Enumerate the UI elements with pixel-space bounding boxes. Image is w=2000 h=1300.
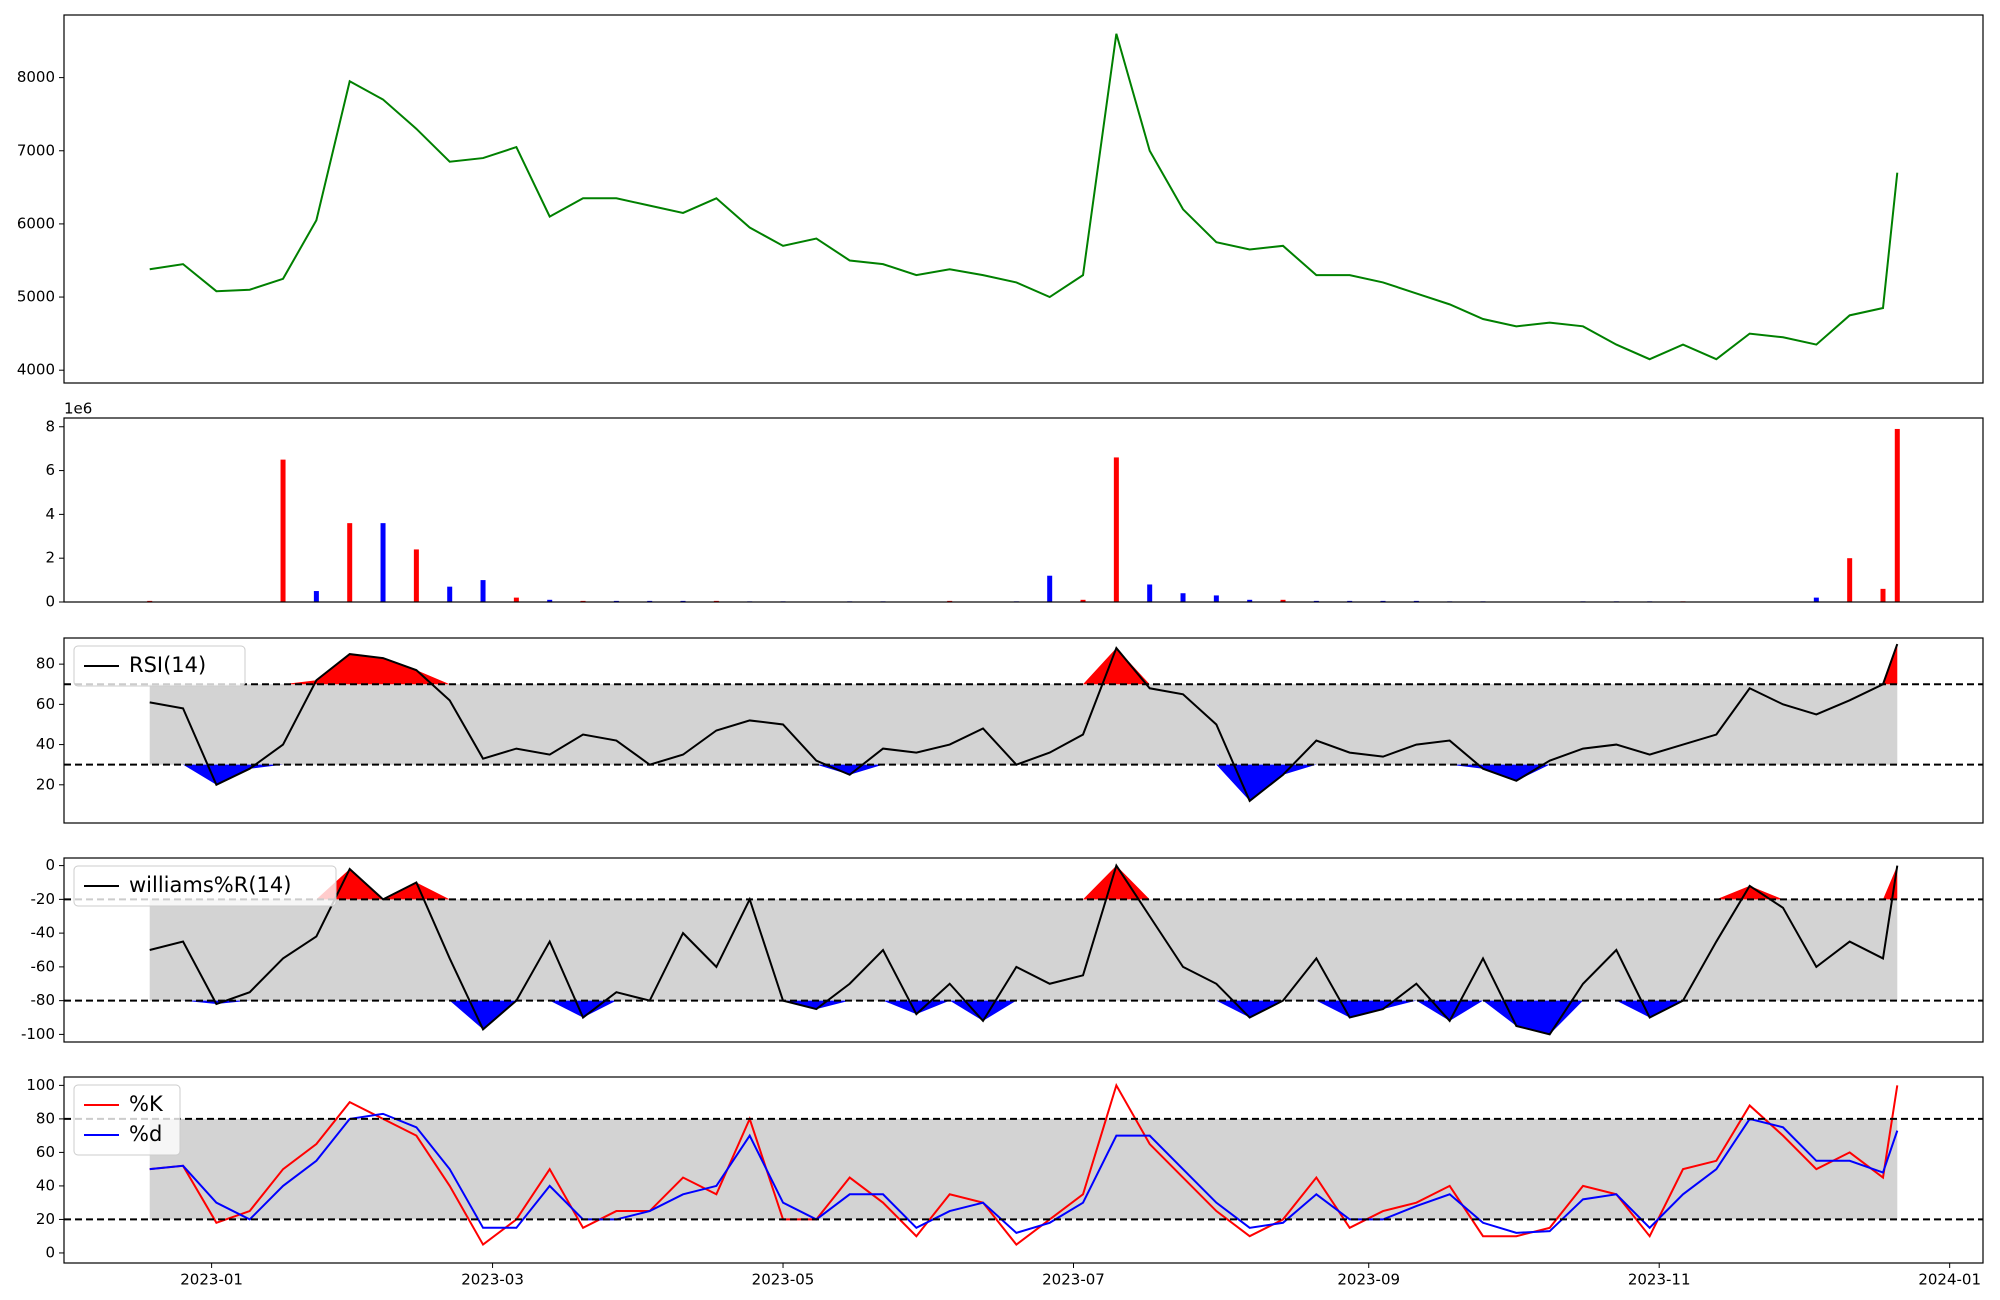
y-tick-label: 7000: [17, 141, 55, 159]
panel-frame: [63, 1076, 1984, 1264]
line: [149, 643, 1899, 803]
threshold-band: [149, 1118, 1898, 1220]
y-tick-label: 20: [36, 775, 55, 793]
y-tick-label: 60: [36, 1143, 55, 1161]
y-tick-label: -100: [21, 1025, 55, 1043]
bar: [1847, 558, 1853, 602]
bar: [1180, 593, 1186, 602]
bar: [1147, 584, 1153, 602]
y-tick-label: 60: [36, 695, 55, 713]
bar: [1113, 457, 1119, 602]
bar: [1813, 597, 1819, 602]
bar: [480, 580, 486, 602]
bar: [1047, 575, 1053, 602]
y-tick-label: 0: [45, 593, 55, 611]
legend-box: [73, 1084, 181, 1156]
x-tick-label: 2023-05: [752, 1271, 815, 1289]
panel-frame: [63, 857, 1984, 1043]
y-tick-label: -40: [31, 924, 56, 942]
x-tick-label: 2023-11: [1628, 1271, 1691, 1289]
bar: [413, 549, 419, 602]
y-tick-label: -80: [31, 991, 56, 1009]
line: [149, 1112, 1899, 1234]
oversold-fill: [149, 764, 1898, 801]
y-tick-label: -20: [31, 890, 56, 908]
bar: [280, 459, 286, 602]
bar: [547, 599, 553, 602]
x-tick-label: 2023-03: [461, 1271, 524, 1289]
panel-frame: [63, 637, 1984, 824]
overbought-fill: [149, 865, 1898, 900]
bar: [447, 586, 453, 602]
y-tick-label: 5000: [17, 288, 55, 306]
bar: [1247, 599, 1253, 602]
y-tick-label: 4000: [17, 361, 55, 379]
y-tick-label: 100: [26, 1076, 55, 1094]
bar: [380, 523, 386, 602]
legend-box: [73, 645, 246, 687]
y-tick-label: 40: [36, 1176, 55, 1194]
legend-label: %d: [129, 1122, 162, 1146]
y-tick-label: 80: [36, 655, 55, 673]
bar: [313, 591, 319, 602]
bar: [1080, 599, 1086, 602]
x-tick-label: 2023-07: [1042, 1271, 1105, 1289]
y-tick-label: 0: [45, 1243, 55, 1261]
bar: [1280, 599, 1286, 602]
y-tick-label: 6000: [17, 214, 55, 232]
x-tick-label: 2023-01: [180, 1271, 243, 1289]
oversold-fill: [149, 1000, 1898, 1035]
line: [149, 863, 1899, 1036]
bar: [1213, 595, 1219, 602]
y-tick-label: 8: [45, 417, 55, 435]
panel-frame: [63, 14, 1984, 384]
x-tick-label: 2024-01: [1918, 1271, 1981, 1289]
legend-label: RSI(14): [129, 653, 206, 677]
threshold-band: [149, 899, 1898, 1001]
y-tick-label: 6: [45, 461, 55, 479]
y-tick-label: 20: [36, 1210, 55, 1228]
legend-box: [73, 865, 337, 907]
legend-label: %K: [129, 1092, 164, 1116]
y-tick-label: 4: [45, 505, 55, 523]
bar: [347, 523, 353, 602]
y-tick-label: 40: [36, 735, 55, 753]
bar: [1880, 588, 1886, 602]
offset-label: 1e6: [64, 400, 92, 418]
x-tick-label: 2023-09: [1337, 1271, 1400, 1289]
legend-label: williams%R(14): [129, 873, 291, 897]
line: [149, 33, 1899, 361]
y-tick-label: 2: [45, 549, 55, 567]
y-tick-label: 8000: [17, 68, 55, 86]
bar: [513, 597, 519, 602]
y-tick-label: -60: [31, 957, 56, 975]
overbought-fill: [149, 644, 1898, 685]
y-tick-label: 0: [45, 856, 55, 874]
y-tick-label: 80: [36, 1109, 55, 1127]
panel-frame: [63, 417, 1984, 603]
threshold-band: [149, 684, 1898, 765]
bar: [1894, 428, 1900, 602]
